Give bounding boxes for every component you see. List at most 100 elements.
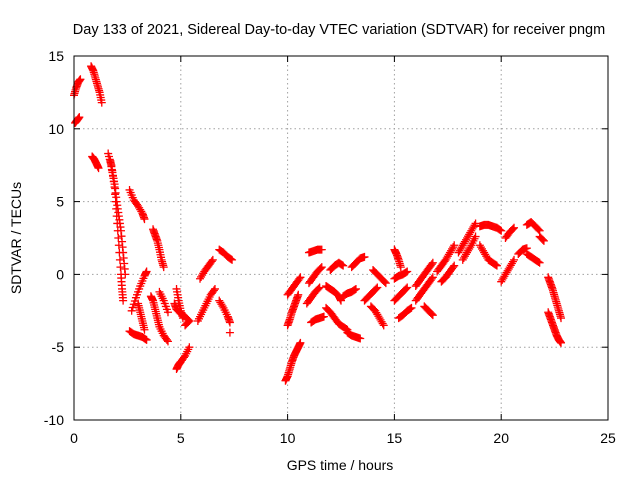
data-point: [535, 258, 544, 267]
data-point: [449, 243, 458, 252]
data-point: [226, 255, 235, 264]
data-point: [185, 343, 194, 352]
data-point: [317, 245, 326, 254]
data-point: [534, 225, 543, 234]
series-arc20: [215, 245, 237, 264]
data-point: [296, 338, 305, 347]
data-point: [508, 224, 517, 233]
plot-frame: [73, 55, 609, 421]
data-point: [185, 316, 194, 325]
series-arc44: [411, 273, 437, 305]
series-arc27: [304, 263, 326, 288]
x-tick-label: 25: [600, 430, 616, 446]
series-arc41: [390, 283, 412, 305]
data-point: [471, 232, 480, 241]
data-point: [380, 278, 389, 287]
data-point: [406, 304, 415, 313]
series-arc49: [458, 232, 480, 264]
data-point: [427, 274, 436, 283]
series-arc45: [420, 302, 437, 320]
data-point: [184, 318, 193, 327]
series-arc11: [149, 225, 168, 272]
series-arc30: [326, 258, 348, 275]
series-arc46: [433, 241, 459, 276]
x-tick-label: 10: [280, 430, 296, 446]
data-point: [142, 335, 151, 344]
series-arc51: [475, 241, 501, 270]
series-arc52: [497, 255, 519, 286]
data-point: [342, 325, 351, 333]
data-point: [317, 263, 326, 272]
series-arc28: [302, 283, 324, 308]
data-point: [497, 226, 506, 235]
series-arc7: [125, 185, 149, 224]
data-point: [557, 314, 566, 323]
series-arc33: [339, 284, 360, 301]
series-arc6: [106, 156, 130, 279]
series-arc40: [390, 267, 412, 283]
series-arc8: [127, 267, 151, 315]
data-point: [225, 328, 234, 337]
y-tick-label: 15: [48, 48, 64, 64]
data-point: [97, 98, 106, 107]
data-point: [314, 284, 323, 293]
series-arc34: [343, 328, 365, 343]
series-arc9: [125, 327, 151, 344]
data-point: [162, 335, 171, 344]
series-arc48: [454, 219, 480, 257]
series-arc16: [172, 343, 194, 374]
data-point: [142, 267, 151, 276]
x-tick-label: 15: [387, 430, 403, 446]
y-tick-label: 10: [48, 121, 64, 137]
data-point: [319, 312, 328, 321]
data-point: [119, 296, 128, 305]
data-point: [372, 284, 381, 293]
data-point: [296, 273, 305, 282]
data-point: [218, 302, 227, 311]
series-arc25: [283, 273, 305, 299]
data-point: [360, 252, 369, 261]
series-arc43: [411, 258, 437, 291]
data-point: [140, 215, 149, 224]
series-arc12: [146, 292, 172, 346]
y-tick-label: 0: [56, 266, 64, 282]
series-arc57: [535, 232, 548, 245]
series-arc18: [193, 284, 219, 325]
series-arc4: [88, 152, 103, 173]
x-tick-label: 5: [177, 430, 185, 446]
series-arc17: [181, 316, 194, 330]
y-tick-label: -10: [44, 412, 64, 428]
data-point: [373, 283, 382, 292]
series-arc38: [366, 302, 388, 330]
x-tick-label: 20: [493, 430, 509, 446]
data-point: [450, 241, 459, 250]
data-point: [225, 318, 234, 327]
series-arc37: [369, 266, 390, 288]
data-point: [210, 284, 219, 293]
data-point: [470, 221, 479, 230]
series-arc32: [322, 303, 352, 334]
series-arc10: [134, 299, 149, 334]
y-tick-label: 5: [56, 194, 64, 210]
data-point: [539, 236, 548, 245]
data-point: [403, 283, 412, 292]
data-point: [450, 261, 459, 270]
series-arc50: [475, 220, 506, 235]
data-point: [141, 335, 150, 344]
data-point: [378, 319, 387, 328]
data-point: [402, 284, 411, 293]
data-point: [337, 296, 345, 305]
data-point: [466, 243, 475, 252]
series-arc56: [522, 250, 544, 267]
data-point: [428, 258, 437, 267]
data-point: [209, 286, 218, 295]
data-point: [116, 263, 125, 272]
series-arc24: [283, 290, 303, 330]
axis-ticks: 0 5 10 15 20 25 -10 -5 0 5 10 15: [44, 48, 616, 446]
data-points: [70, 62, 566, 385]
series-arc31: [322, 282, 345, 305]
data-point: [315, 283, 324, 292]
series-arc39: [390, 245, 405, 272]
data-point: [228, 255, 237, 264]
data-point: [294, 290, 303, 299]
